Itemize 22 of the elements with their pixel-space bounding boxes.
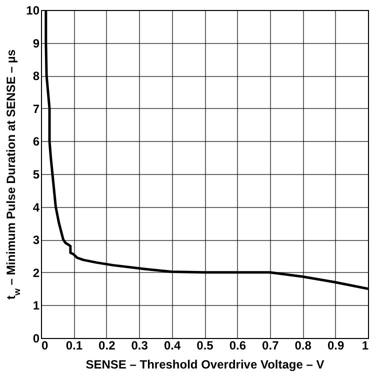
x-tick-label: 0.2: [98, 338, 116, 352]
x-tick-label: 0.9: [327, 338, 344, 352]
y-tick-label: 8: [32, 69, 40, 84]
y-tick-label: 6: [32, 134, 40, 149]
y-tick-label: 4: [32, 200, 40, 214]
y-tick-label: 1: [32, 298, 40, 313]
x-tick-label: 1: [362, 338, 369, 352]
x-tick-label: 0: [42, 338, 48, 352]
x-tick-label: 0.6: [229, 338, 246, 352]
y-tick-label: 2: [32, 266, 40, 280]
x-tick-label: 0.8: [294, 338, 312, 352]
x-tick-label: 0.7: [262, 338, 280, 352]
x-tick-label: 0.4: [164, 338, 181, 352]
x-tick-label: 0.5: [196, 338, 214, 352]
y-tick-label: 3: [32, 233, 40, 248]
x-tick-label: 0.1: [66, 338, 83, 352]
y-tick-label: 5: [32, 168, 40, 182]
y-tick-label: 10: [26, 4, 40, 18]
y-tick-label: 9: [32, 36, 40, 50]
x-tick-label: 0.3: [131, 338, 148, 352]
x-axis-title: SENSE – Threshold Overdrive Voltage – V: [86, 358, 324, 372]
y-tick-label: 7: [32, 102, 40, 116]
